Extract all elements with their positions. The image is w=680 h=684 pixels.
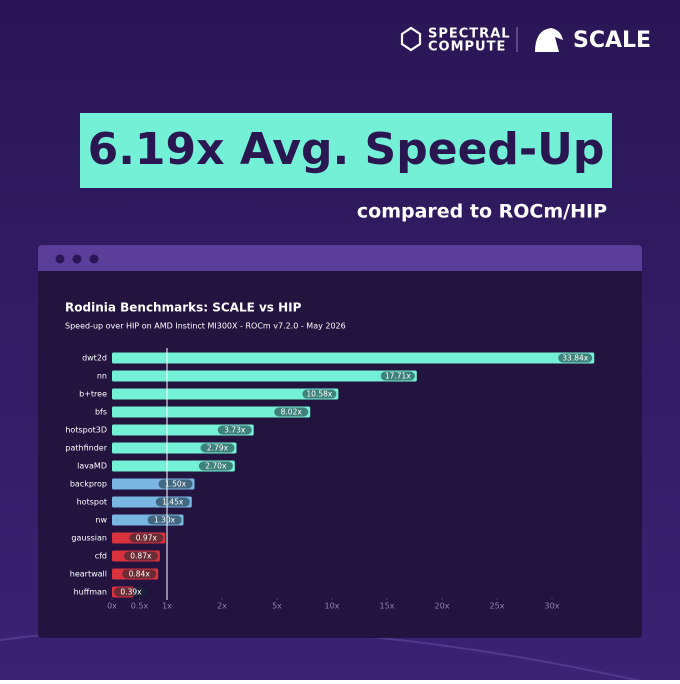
headline: 6.19x Avg. Speed-Up bbox=[88, 124, 605, 175]
value-label: 3.73x bbox=[224, 426, 246, 435]
category-label: heartwall bbox=[70, 570, 107, 579]
category-label: backprop bbox=[70, 480, 107, 489]
value-pill bbox=[380, 371, 415, 381]
category-label: hotspot bbox=[77, 498, 107, 507]
value-label: 0.39x bbox=[120, 588, 142, 597]
value-label: 17.71x bbox=[385, 372, 411, 381]
value-pill bbox=[558, 353, 593, 363]
bar bbox=[112, 424, 254, 436]
value-label: 2.70x bbox=[205, 462, 227, 471]
category-label: cfd bbox=[95, 552, 107, 561]
brand: SPECTRAL bbox=[428, 27, 511, 42]
subheadline: compared to ROCm/HIP bbox=[357, 201, 607, 223]
x-tick-label: 2x bbox=[217, 602, 227, 611]
value-label: 0.84x bbox=[129, 570, 151, 579]
value-label: 0.87x bbox=[130, 552, 152, 561]
window-dot bbox=[89, 254, 99, 264]
bar bbox=[112, 352, 595, 364]
bar bbox=[112, 370, 417, 382]
window bbox=[38, 245, 642, 638]
value-label: 10.58x bbox=[306, 390, 332, 399]
value-pill bbox=[155, 497, 190, 507]
value-pill bbox=[200, 443, 235, 453]
x-tick-label: 20x bbox=[435, 602, 450, 611]
value-pill bbox=[129, 533, 164, 543]
x-tick-label: 0.5x bbox=[131, 602, 149, 611]
x-tick-label: 30x bbox=[545, 602, 560, 611]
value-label: 1.45x bbox=[162, 498, 184, 507]
category-label: b+tree bbox=[79, 390, 107, 399]
value-pill bbox=[217, 425, 252, 435]
product: SCALE bbox=[573, 28, 651, 53]
category-label: nw bbox=[95, 516, 107, 525]
value-pill bbox=[147, 515, 182, 525]
x-tick-label: 1x bbox=[162, 602, 172, 611]
headline-box bbox=[80, 113, 612, 188]
x-tick-label: 10x bbox=[325, 602, 340, 611]
category-label: huffman bbox=[74, 588, 107, 597]
value-label: 1.30x bbox=[154, 516, 176, 525]
brand: COMPUTE bbox=[428, 40, 506, 55]
x-tick-label: 5x bbox=[272, 602, 282, 611]
bar bbox=[112, 406, 311, 418]
value-label: 33.84x bbox=[562, 354, 588, 363]
chart-subtitle: Speed-up over HIP on AMD Instinct MI300X… bbox=[65, 322, 346, 331]
category-label: lavaMD bbox=[77, 462, 107, 471]
category-label: pathfinder bbox=[65, 444, 107, 453]
category-label: dwt2d bbox=[82, 354, 107, 363]
value-pill bbox=[114, 587, 148, 597]
bar bbox=[112, 388, 339, 400]
value-label: 2.79x bbox=[207, 444, 229, 453]
value-pill bbox=[123, 551, 158, 561]
x-tick-label: 15x bbox=[380, 602, 395, 611]
value-label: 0.97x bbox=[136, 534, 158, 543]
window-dot bbox=[55, 254, 65, 264]
x-tick-label: 25x bbox=[490, 602, 505, 611]
value-pill bbox=[274, 407, 309, 417]
value-pill bbox=[122, 569, 157, 579]
category-label: gaussian bbox=[71, 534, 107, 543]
window-dot bbox=[72, 254, 82, 264]
titlebar bbox=[38, 245, 642, 271]
value-pill bbox=[302, 389, 337, 399]
value-label: 1.50x bbox=[165, 480, 187, 489]
product-icon bbox=[535, 28, 563, 52]
x-tick-label: 0x bbox=[107, 602, 117, 611]
brand-icon bbox=[400, 26, 422, 52]
category-label: bfs bbox=[95, 408, 107, 417]
category-label: nn bbox=[97, 372, 107, 381]
value-pill bbox=[198, 461, 233, 471]
value-label: 8.02x bbox=[281, 408, 303, 417]
chart-title: Rodinia Benchmarks: SCALE vs HIP bbox=[65, 301, 302, 315]
category-label: hotspot3D bbox=[65, 426, 107, 435]
